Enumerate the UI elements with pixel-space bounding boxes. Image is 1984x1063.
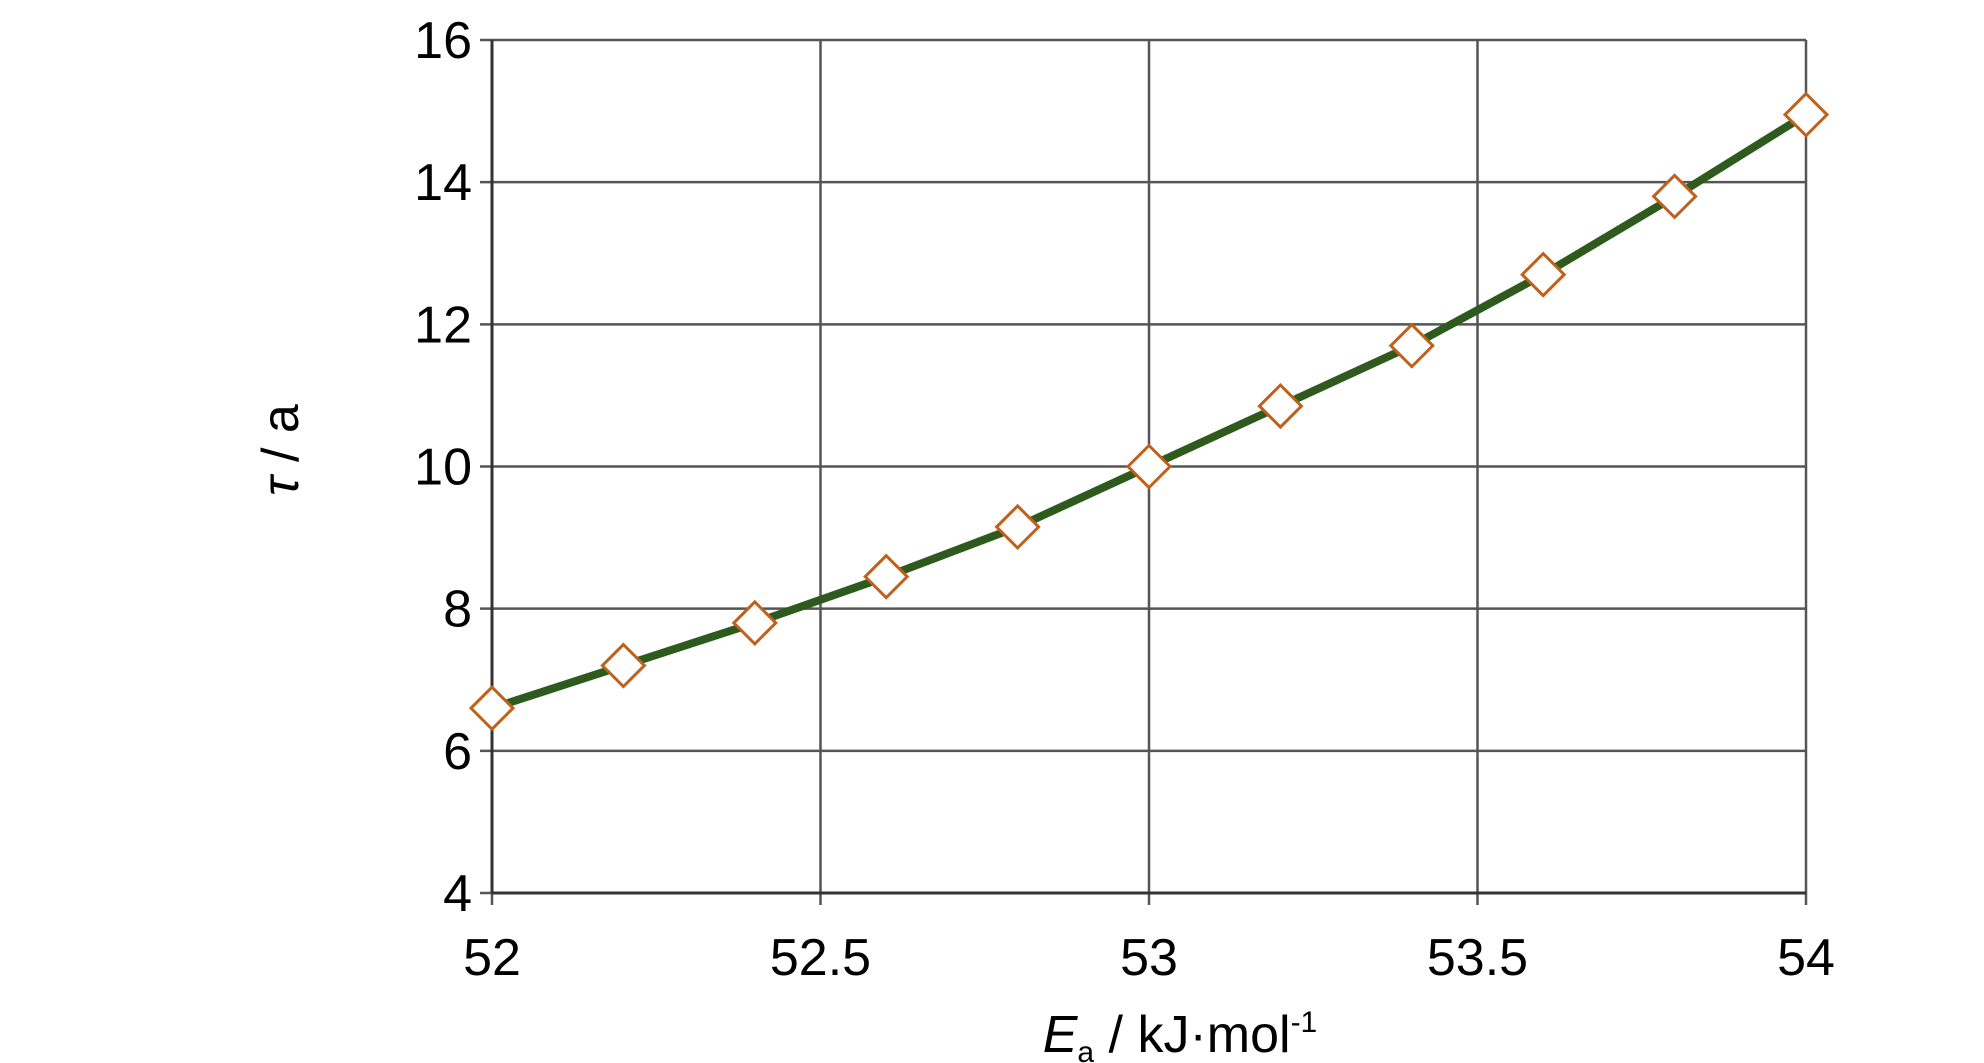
data-point-marker — [863, 553, 910, 600]
y-tick-label: 6 — [443, 723, 472, 781]
x-axis-superscript: -1 — [1291, 1006, 1318, 1039]
data-point-marker — [731, 599, 778, 647]
data-point-marker — [1520, 251, 1567, 298]
x-axis-unit: / kJ·mol — [1094, 1006, 1290, 1063]
y-tick-label: 16 — [414, 12, 472, 70]
x-tick-label: 52 — [463, 929, 521, 987]
x-axis-title: Ea / kJ·mol-1 — [1043, 1006, 1318, 1063]
y-axis-symbol: τ — [252, 473, 310, 496]
y-tick-label: 12 — [414, 296, 472, 354]
x-tick-label: 52.5 — [770, 929, 871, 987]
data-point-marker — [994, 503, 1041, 551]
y-tick-label: 14 — [414, 154, 472, 212]
data-point-marker — [1388, 322, 1435, 369]
x-axis-subscript: a — [1077, 1036, 1094, 1063]
x-tick-labels: 52 52.5 53 53.5 54 — [463, 929, 1835, 987]
y-axis-title: τ / a — [252, 404, 310, 496]
y-axis-unit: / a — [252, 404, 310, 476]
x-tick-label: 53 — [1120, 929, 1178, 987]
y-tick-labels: 4 6 8 10 12 14 16 — [414, 12, 472, 923]
x-tick-label: 53.5 — [1427, 929, 1528, 987]
y-tick-label: 10 — [414, 439, 472, 497]
data-point-marker — [468, 685, 516, 732]
x-axis-symbol: E — [1043, 1006, 1079, 1063]
data-point-marker — [1651, 173, 1698, 220]
data-point-marker — [600, 642, 647, 689]
data-point-marker — [1782, 91, 1830, 138]
x-tick-label: 54 — [1777, 929, 1835, 987]
axes — [490, 40, 1806, 895]
data-point-marker — [1257, 382, 1304, 430]
y-tick-label: 8 — [443, 581, 472, 639]
series-layer — [468, 91, 1830, 732]
y-tick-label: 4 — [443, 865, 472, 923]
data-point-marker — [1125, 443, 1173, 490]
